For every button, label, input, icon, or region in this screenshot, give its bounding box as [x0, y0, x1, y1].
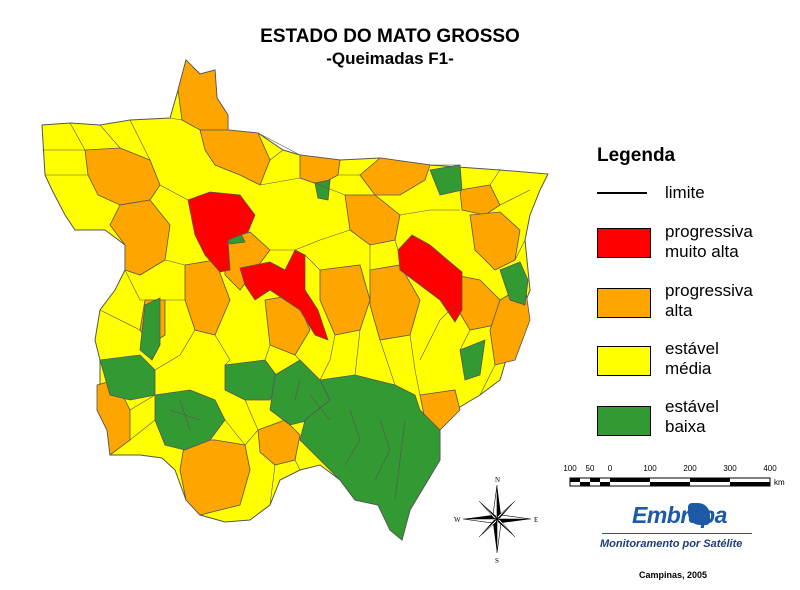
scale-tick-label: 100 — [563, 464, 577, 473]
alta-regions — [84, 59, 531, 516]
region-baixa — [299, 374, 441, 541]
region-alta — [109, 199, 171, 276]
scale-tick-label: 200 — [683, 464, 697, 473]
legend-swatch — [597, 406, 651, 436]
logo-divider — [602, 533, 752, 534]
map-subtitle: -Queimadas F1- — [326, 49, 454, 68]
region-baixa — [314, 179, 331, 201]
scale-tick-label: 0 — [607, 464, 613, 473]
compass-e: E — [534, 516, 538, 524]
legend-swatch — [597, 228, 651, 258]
legend-swatch — [597, 288, 651, 318]
legend-label: limite — [665, 183, 705, 202]
scale-unit: km — [774, 478, 785, 487]
region-baixa — [429, 164, 463, 196]
region-alta — [177, 59, 229, 131]
region-muito-alta — [397, 234, 463, 323]
region-baixa — [459, 339, 486, 381]
logo-subtitle: Monitoramento por Satélite — [600, 538, 743, 550]
legend-label: progressiva muito alta — [665, 222, 753, 261]
legend-label: estável média — [665, 339, 719, 378]
region-baixa — [139, 297, 161, 361]
scale-tick-label: 300 — [723, 464, 737, 473]
baixa-regions — [99, 164, 529, 541]
embrapa-logo: Embrapa — [632, 502, 727, 528]
region-alta — [179, 439, 251, 516]
compass-rose: N S E W — [454, 476, 538, 565]
scale-tick-label: 400 — [763, 464, 777, 473]
municipal-limits — [42, 117, 531, 506]
compass-s: S — [495, 557, 499, 565]
region-muito-alta — [187, 191, 256, 273]
scale-bar-graphic — [569, 477, 771, 487]
credit-text: Campinas, 2005 — [639, 570, 708, 580]
map-title: ESTADO DO MATO GROSSO — [260, 26, 520, 47]
region-baixa — [499, 261, 529, 306]
scale-tick-label: 100 — [643, 464, 657, 473]
muito-alta-regions — [187, 191, 463, 341]
legend-label: estável baixa — [665, 397, 719, 436]
compass-w: W — [454, 516, 461, 524]
region-alta — [459, 184, 501, 216]
region-muito-alta — [239, 249, 329, 341]
legend-title: Legenda — [597, 145, 676, 166]
legend-line-swatch — [597, 192, 647, 194]
legend-label: progressiva alta — [665, 281, 753, 320]
scale-tick-label: 50 — [585, 464, 595, 473]
compass-n: N — [495, 476, 500, 484]
legend-swatch — [597, 346, 651, 376]
embrapa-logo-mark — [688, 503, 710, 525]
